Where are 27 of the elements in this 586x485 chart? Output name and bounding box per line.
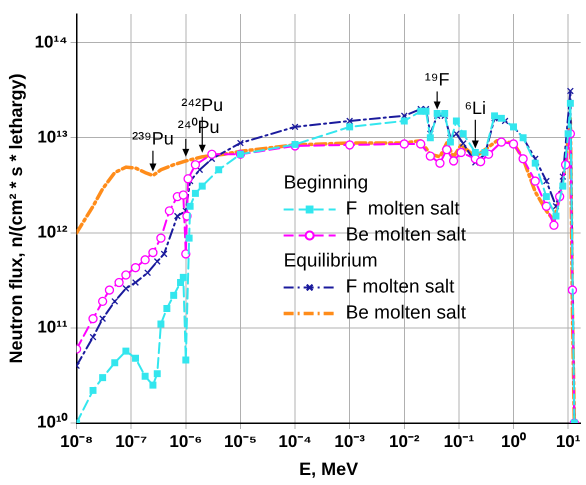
x-tick-label: 10⁻⁷ <box>115 432 148 451</box>
legend-label: F molten salt <box>346 198 460 220</box>
x-tick-label: 10⁻⁵ <box>224 432 257 451</box>
annotation: Equilibrium <box>284 250 378 272</box>
y-tick-label: 10¹⁴ <box>34 32 68 52</box>
x-tick-label: 10⁻⁸ <box>60 432 94 451</box>
legend-label: Be molten salt <box>346 302 467 324</box>
x-tick-label: 10¹ <box>556 432 581 451</box>
annotation: ¹⁹F <box>424 69 450 90</box>
y-tick-label: 10¹³ <box>37 127 68 146</box>
y-axis-title: Neutron flux, n/(cm² * s * lethargy) <box>6 73 26 364</box>
legend-label: F molten salt <box>346 276 456 298</box>
x-axis-title: E, MeV <box>299 459 358 480</box>
x-tick-label: 10⁻⁴ <box>278 432 312 451</box>
x-tick-label: 10⁻¹ <box>444 432 475 451</box>
y-tick-label: 10¹⁰ <box>37 412 68 432</box>
annotation: ²⁴²Pu <box>181 94 224 115</box>
annotation: Beginning <box>284 172 368 194</box>
annotation: ²³⁹Pu <box>132 128 174 149</box>
annotation: ⁶Li <box>464 98 486 118</box>
y-tick-label: 10¹¹ <box>37 318 68 337</box>
x-tick-label: 10⁰ <box>501 432 526 451</box>
x-tick-label: 10⁻² <box>388 432 420 451</box>
x-tick-label: 10⁻³ <box>334 432 366 451</box>
legend-label: Be molten salt <box>346 224 467 246</box>
y-tick-label: 10¹² <box>37 222 68 242</box>
x-tick-label: 10⁻⁶ <box>169 432 202 451</box>
